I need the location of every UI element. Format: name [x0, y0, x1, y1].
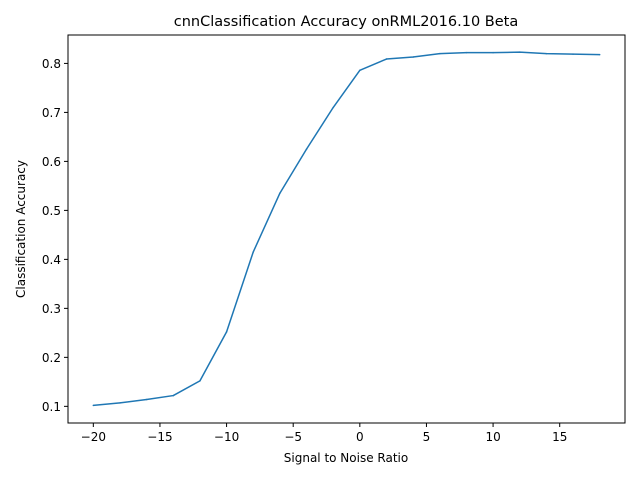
y-tick-label: 0.4 — [42, 253, 61, 267]
y-tick-label: 0.1 — [42, 400, 61, 414]
y-tick-label: 0.6 — [42, 155, 61, 169]
data-point — [359, 69, 361, 72]
data-point — [518, 51, 521, 53]
y-tick-label: 0.2 — [42, 351, 61, 365]
y-axis: 0.1 0.2 0.3 0.4 0.5 0.6 0.7 0.8 — [42, 57, 68, 414]
data-point — [252, 251, 254, 253]
y-tick-label: 0.3 — [42, 302, 61, 316]
data-point — [332, 106, 334, 109]
data-point — [225, 331, 228, 333]
data-point — [199, 380, 201, 382]
data-point — [412, 56, 414, 58]
x-tick-label: 5 — [423, 430, 431, 444]
data-point — [385, 58, 388, 60]
data-point — [439, 52, 441, 55]
x-tick-label: 15 — [552, 430, 567, 444]
x-tick-label: −20 — [81, 430, 106, 444]
x-tick-label: 10 — [485, 430, 500, 444]
x-tick-label: −15 — [147, 430, 172, 444]
x-tick-label: −10 — [214, 430, 239, 444]
data-point — [572, 53, 574, 55]
data-point — [492, 51, 494, 54]
data-point — [172, 394, 175, 397]
y-tick-label: 0.5 — [42, 204, 61, 218]
data-point — [92, 404, 95, 407]
data-point — [465, 51, 468, 54]
chart-title: cnnClassification Accuracy onRML2016.10 … — [174, 14, 518, 30]
y-axis-label: Classification Accuracy — [14, 160, 28, 298]
x-axis: −20 −15 −10 −5 0 5 10 15 — [81, 423, 567, 444]
data-point — [598, 53, 601, 56]
x-tick-label: −5 — [284, 430, 302, 444]
y-tick-label: 0.7 — [42, 106, 61, 120]
data-point — [119, 402, 121, 404]
data-point — [545, 52, 548, 55]
x-tick-label: 0 — [356, 430, 364, 444]
series-line-0 — [93, 51, 600, 407]
axes-frame — [67, 34, 626, 424]
x-axis-label: Signal to Noise Ratio — [284, 451, 408, 465]
plot-area — [92, 51, 601, 407]
data-point — [305, 148, 308, 150]
y-tick-label: 0.8 — [42, 57, 61, 71]
data-point — [279, 192, 281, 194]
data-point — [145, 398, 148, 401]
